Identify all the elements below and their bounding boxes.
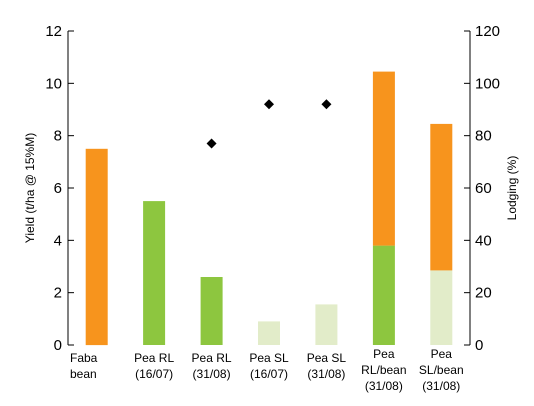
bar-segment-6-2 <box>430 123 453 271</box>
bar-segment-0-2 <box>85 148 108 346</box>
bar-segment-5-0 <box>372 245 395 345</box>
bar-segment-4-1 <box>315 304 338 345</box>
left-tick-label-1: 2 <box>54 285 62 302</box>
bars-layer <box>85 71 453 346</box>
bar-segment-6-1 <box>430 270 453 345</box>
lodging-marker-2 <box>206 138 217 149</box>
left-tick-label-0: 0 <box>54 337 62 354</box>
category-label-3-1: (16/07) <box>250 367 288 381</box>
category-label-6-1: SL/bean <box>419 363 464 377</box>
right-tick-label-6: 120 <box>475 23 500 40</box>
markers-layer <box>206 99 332 149</box>
category-label-5-1: RL/bean <box>361 363 406 377</box>
category-label-2-0: Pea RL <box>192 351 232 365</box>
axes-layer <box>67 30 471 346</box>
bar-segment-1-0 <box>143 201 166 345</box>
category-label-1-0: Pea RL <box>134 351 174 365</box>
left-tick-label-6: 12 <box>45 23 62 40</box>
y-axis-title-right: Lodging (%) <box>505 156 519 221</box>
left-tick-label-4: 8 <box>54 128 62 145</box>
right-tick-label-4: 80 <box>475 128 492 145</box>
left-tick-label-2: 4 <box>54 232 62 249</box>
right-tick-label-0: 0 <box>475 337 483 354</box>
left-tick-label-3: 6 <box>54 180 62 197</box>
category-label-4-0: Pea SL <box>307 351 347 365</box>
bar-segment-2-0 <box>200 277 223 345</box>
category-label-4-1: (31/08) <box>307 367 345 381</box>
category-label-2-1: (31/08) <box>193 367 231 381</box>
right-tick-label-3: 60 <box>475 180 492 197</box>
category-label-6-2: (31/08) <box>422 379 460 393</box>
bar-segment-3-1 <box>258 321 280 345</box>
category-label-1-1: (16/07) <box>135 367 173 381</box>
category-label-6-0: Pea <box>431 347 453 361</box>
category-label-3-0: Pea SL <box>249 351 289 365</box>
lodging-marker-4 <box>321 99 332 110</box>
category-label-0-1: bean <box>70 367 97 381</box>
category-label-5-2: (31/08) <box>365 379 403 393</box>
lodging-marker-3 <box>264 99 274 110</box>
right-tick-label-2: 40 <box>475 232 492 249</box>
bar-segment-5-2 <box>372 71 395 246</box>
right-tick-label-1: 20 <box>475 285 492 302</box>
category-label-5-0: Pea <box>373 347 395 361</box>
category-label-0-0: Faba <box>70 351 98 365</box>
y-axis-title-left: Yield (t/ha @ 15%M) <box>23 133 37 243</box>
right-tick-label-5: 100 <box>475 75 500 92</box>
left-tick-label-5: 10 <box>45 75 62 92</box>
